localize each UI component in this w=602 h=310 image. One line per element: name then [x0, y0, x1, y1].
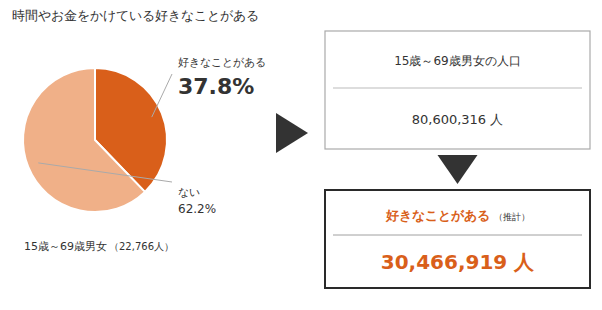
slice [23, 68, 145, 212]
box-title: 15歳～69歳男女の人口 [394, 54, 521, 68]
chart: 時間やお金をかけている好きなことがある好きなことがある 37.8% ない 62.2% 1… [0, 0, 602, 310]
box-value: 80,600,316 人 [412, 112, 504, 127]
leader-line [38, 163, 172, 182]
box [325, 31, 590, 149]
divider [333, 235, 582, 236]
caption-sub: （22,766人） [109, 241, 174, 252]
box-title-note: （推計） [494, 212, 530, 222]
box-value: 30,466,919 人 [381, 250, 535, 274]
arrow [276, 113, 308, 153]
value-label: 37.8% [178, 74, 254, 99]
slices [23, 68, 167, 212]
background [0, 0, 602, 310]
title: 時間やお金をかけている好きなことがある [12, 8, 259, 23]
divider [333, 88, 582, 89]
leader-line [152, 74, 172, 117]
caption: 15歳～69歳男女 [24, 240, 107, 253]
arrow [438, 155, 478, 184]
slice-label: ない [178, 186, 200, 199]
value-label: 62.2% [178, 202, 216, 216]
slice-label: 好きなことがある [178, 56, 266, 69]
box [325, 190, 590, 288]
box-title: 好きなことがある [385, 208, 490, 223]
